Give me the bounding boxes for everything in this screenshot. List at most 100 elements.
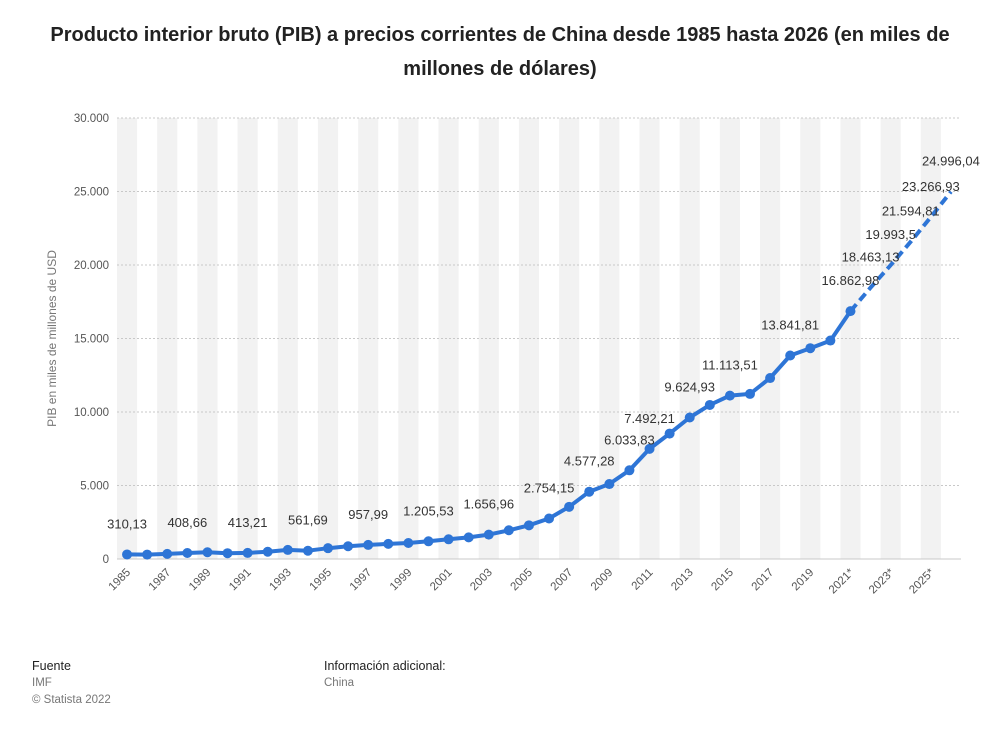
data-point (805, 343, 816, 354)
data-label: 16.862,98 (822, 273, 880, 288)
y-tick-label: 30.000 (74, 113, 109, 125)
band-2003 (478, 118, 499, 559)
band-1999 (398, 118, 419, 559)
data-point (503, 525, 514, 536)
y-axis-ticks: 0 5.000 10.000 15.000 20.000 25.000 30.000 (74, 113, 109, 566)
data-point (564, 501, 575, 512)
data-point (765, 373, 776, 384)
data-label: 24.996,04 (922, 154, 980, 169)
data-point (162, 548, 173, 559)
y-axis-label: PIB en miles de millones de USD (45, 250, 59, 427)
y-tick-label: 0 (103, 554, 109, 566)
data-label: 1.656,96 (463, 497, 514, 512)
data-label: 4.577,28 (564, 454, 615, 469)
data-point (242, 547, 253, 558)
background-bands (117, 118, 941, 559)
data-point (323, 543, 333, 554)
forecast-line (848, 190, 953, 313)
y-tick-label: 10.000 (74, 407, 109, 419)
data-point (282, 544, 293, 555)
x-tick-label: 2013 (669, 567, 696, 594)
x-tick-label: 1985 (107, 567, 134, 594)
data-point (262, 546, 273, 557)
source-heading: Fuente (32, 659, 71, 673)
data-point (383, 538, 394, 549)
data-point (302, 545, 313, 556)
data-point (584, 486, 595, 497)
data-point (423, 536, 434, 547)
data-label: 19.993,5 (865, 227, 916, 242)
band-1993 (277, 118, 298, 559)
source-block: Fuente IMF © Statista 2022 (32, 658, 111, 709)
data-point (363, 539, 374, 550)
data-label: 7.492,21 (624, 411, 675, 426)
data-point (463, 532, 474, 543)
data-label: 11.113,51 (702, 358, 758, 373)
x-tick-label: 2011 (630, 567, 656, 593)
data-point (644, 443, 655, 454)
info-block: Información adicional: China (324, 658, 446, 692)
data-point (483, 529, 494, 540)
info-heading: Información adicional: (324, 659, 446, 673)
data-point (785, 350, 796, 361)
x-tick-label: 2017 (750, 567, 777, 594)
data-label: 2.754,15 (524, 481, 575, 496)
data-point (142, 549, 153, 560)
x-tick-label: 2025* (907, 566, 937, 596)
copyright: © Statista 2022 (32, 694, 111, 706)
data-point (222, 548, 233, 559)
band-1991 (237, 118, 258, 559)
data-label: 23.266,93 (902, 179, 960, 194)
x-tick-label: 1997 (348, 567, 375, 594)
data-point (684, 412, 695, 423)
x-tick-label: 2019 (790, 567, 817, 594)
x-axis-ticks: 1985 1987 1989 1991 1993 1995 1997 1999 2001 2003… (107, 566, 938, 596)
x-tick-label: 2021* (827, 566, 857, 596)
band-2001 (438, 118, 459, 559)
chart-title: Producto interior bruto (PIB) a precios … (50, 24, 950, 80)
band-2005 (518, 118, 539, 559)
data-point (604, 479, 615, 490)
data-label: 1.205,53 (403, 503, 454, 518)
data-point (825, 335, 836, 346)
data-label: 21.594,81 (882, 204, 940, 219)
x-tick-label: 2009 (589, 567, 616, 594)
data-point (122, 549, 133, 560)
x-tick-label: 1999 (388, 567, 415, 594)
data-point (624, 465, 635, 476)
x-tick-label: 1991 (227, 567, 254, 594)
band-1989 (197, 118, 218, 559)
data-label: 408,66 (167, 515, 207, 530)
x-tick-label: 2005 (508, 567, 535, 594)
info-region: China (324, 677, 355, 689)
data-labels: 310,13 408,66 413,21 561,69 957,99 1.205,53 1.… (107, 154, 980, 532)
data-label: 13.841,81 (761, 318, 819, 333)
data-label: 18.463,13 (842, 250, 900, 265)
data-point (182, 547, 193, 558)
y-tick-label: 25.000 (74, 187, 109, 199)
x-tick-label: 1993 (267, 567, 294, 594)
data-point (664, 428, 675, 439)
data-point (704, 399, 715, 410)
x-tick-label: 1995 (308, 567, 335, 594)
data-label: 957,99 (348, 507, 388, 522)
gridlines (117, 117, 961, 560)
x-tick-label: 2023* (867, 566, 897, 596)
x-tick-label: 1989 (187, 567, 214, 594)
band-1985 (117, 118, 138, 559)
data-point (544, 513, 555, 524)
x-tick-label: 2001 (428, 567, 455, 594)
x-tick-label: 2007 (549, 567, 576, 594)
source-name: IMF (32, 677, 52, 689)
data-point (745, 388, 755, 399)
data-point (724, 390, 735, 401)
data-point (202, 547, 213, 558)
data-point (343, 541, 354, 552)
data-points (122, 306, 856, 560)
band-1997 (358, 118, 379, 559)
data-label: 6.033,83 (604, 432, 655, 447)
x-tick-label: 2003 (468, 567, 495, 594)
y-tick-label: 20.000 (74, 260, 109, 272)
band-1995 (317, 118, 339, 559)
